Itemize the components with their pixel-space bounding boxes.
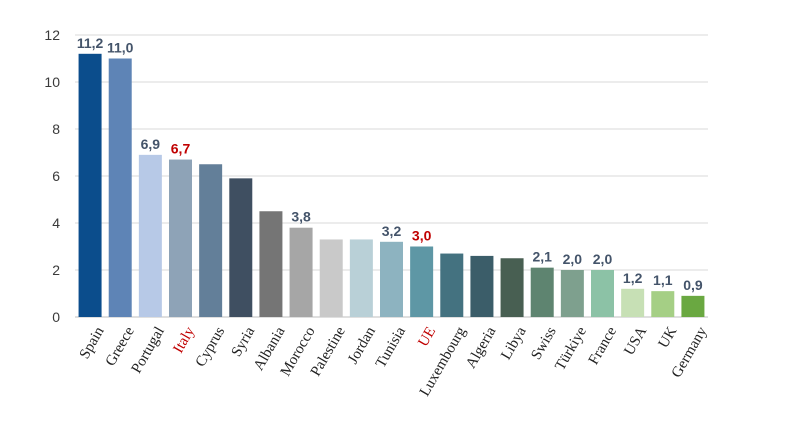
bar-morocco (289, 227, 313, 317)
bar-tunisia (380, 241, 403, 317)
x-tick-label: USA (621, 324, 650, 358)
bar-greece (108, 58, 132, 317)
bar-portugal (138, 154, 162, 317)
bar-italy (169, 159, 192, 317)
data-label: 2,0 (563, 251, 583, 267)
y-tick-label: 0 (52, 309, 60, 325)
bar-france (591, 270, 614, 317)
data-label: 6,7 (171, 141, 191, 157)
y-tick-label: 10 (44, 74, 60, 90)
data-label: 6,9 (141, 136, 161, 152)
bar-germany (681, 295, 705, 317)
bar-libya (500, 258, 524, 317)
x-tick-label: Libya (498, 324, 530, 363)
bar-uk (651, 291, 675, 317)
x-tick-label: Syria (229, 324, 259, 360)
data-label: 3,8 (291, 209, 311, 225)
data-label: 3,0 (412, 228, 432, 244)
bar-cyprus (199, 164, 223, 317)
x-tick-label: Cyprus (193, 324, 229, 370)
y-tick-label: 4 (52, 215, 60, 231)
data-label: 3,2 (382, 223, 402, 239)
bar-spain (78, 53, 102, 318)
x-tick-label: France (586, 324, 620, 368)
bar-usa (621, 288, 645, 317)
data-labels: 11,2 11,0 6,9 6,7 3,8 3,2 3,0 2,1 2,0 2,0 1,2 1,1 0,… (77, 35, 703, 293)
x-tick-label: Tunisia (373, 324, 409, 371)
data-label: 0,9 (683, 277, 703, 293)
y-tick-label: 12 (44, 27, 60, 43)
y-tick-label: 8 (52, 121, 60, 137)
y-axis-ticks: 0 2 4 6 8 10 12 (44, 27, 60, 325)
x-tick-label: UE (415, 324, 439, 349)
x-tick-label: Spain (77, 324, 108, 362)
data-label: 2,0 (593, 251, 613, 267)
data-label: 1,1 (653, 272, 673, 288)
data-label: 2,1 (532, 249, 552, 265)
bar-swiss (530, 267, 554, 317)
data-label: 11,2 (77, 35, 104, 51)
x-tick-label: Italy (170, 324, 198, 356)
bar-ue (410, 246, 434, 317)
bar-t-rkiye (560, 270, 584, 317)
bars (78, 53, 705, 318)
bar-algeria (470, 255, 494, 317)
y-tick-label: 6 (52, 168, 60, 184)
bar-luxembourg (440, 253, 464, 317)
data-label: 1,2 (623, 270, 643, 286)
x-tick-label: Algeria (463, 324, 500, 371)
bar-jordan (349, 239, 373, 317)
bar-syria (229, 178, 253, 317)
bar-albania (259, 211, 283, 317)
bar-palestine (319, 239, 343, 317)
x-tick-label: Swiss (528, 324, 559, 362)
data-label: 11,0 (107, 40, 134, 56)
y-tick-label: 2 (52, 262, 60, 278)
x-tick-label: UK (656, 324, 681, 351)
